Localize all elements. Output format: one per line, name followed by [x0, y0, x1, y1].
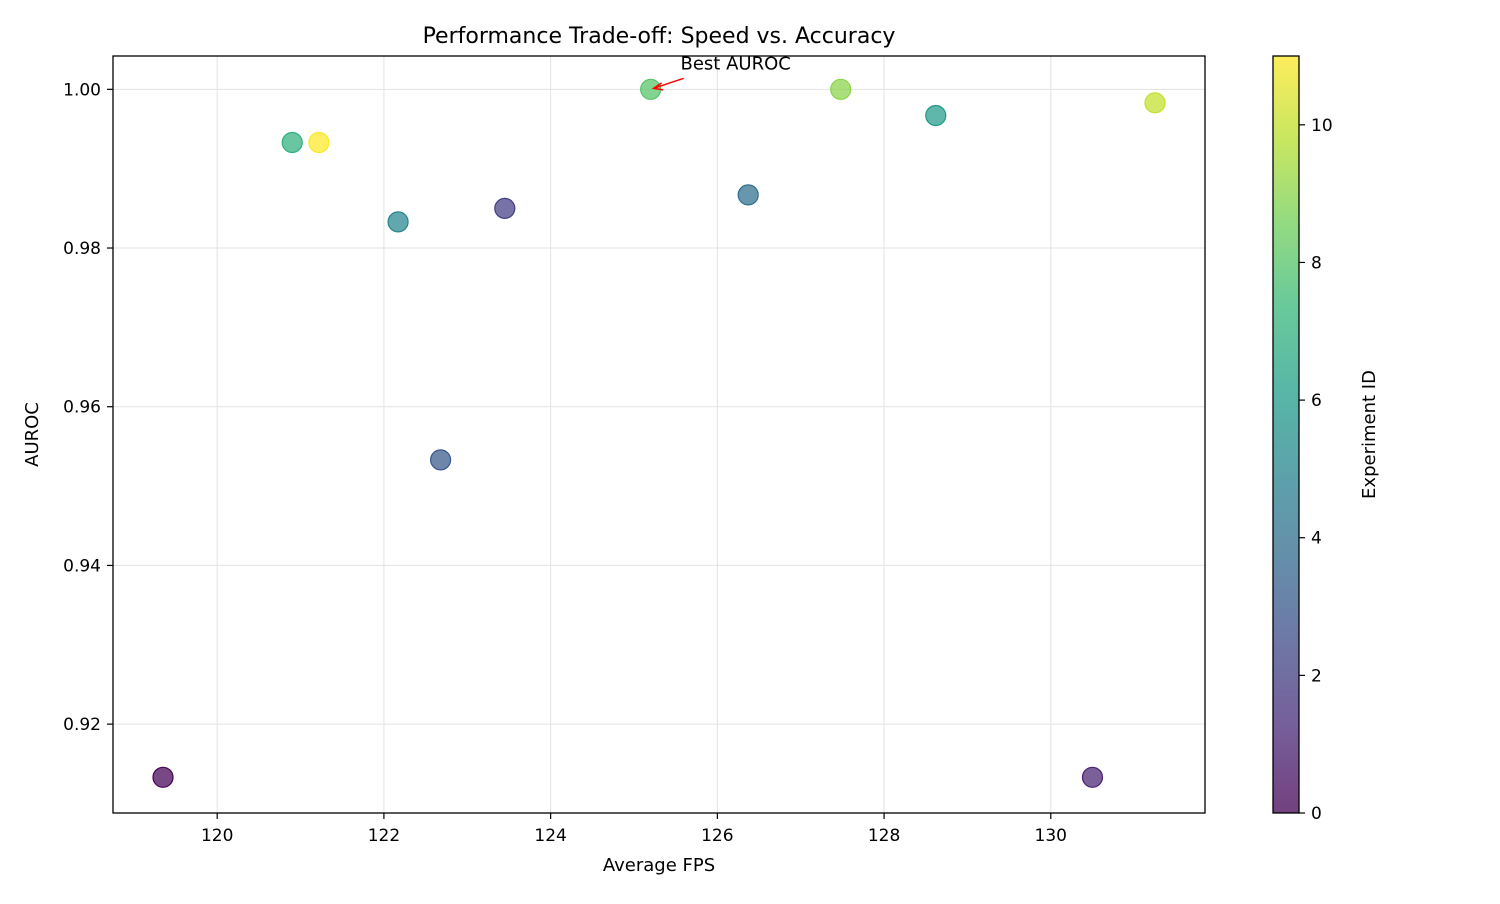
colorbar: 0 2 4 6 8 10 Experiment ID — [1272, 55, 1380, 824]
grid — [113, 56, 1205, 813]
x-axis-ticks: 120 122 124 126 128 130 — [201, 813, 1067, 846]
colorbar-tick-label: 8 — [1311, 253, 1322, 273]
x-tick-label: 128 — [868, 826, 900, 846]
plot-frame — [112, 55, 1206, 814]
x-tick-label: 120 — [201, 826, 233, 846]
y-tick-label: 0.98 — [63, 239, 101, 259]
data-point — [494, 197, 516, 219]
data-point — [308, 131, 330, 154]
chart-title: Performance Trade-off: Speed vs. Accurac… — [423, 24, 896, 49]
colorbar-label: Experiment ID — [1359, 370, 1380, 499]
x-tick-label: 124 — [534, 826, 566, 846]
annotation-arrow-head — [651, 82, 664, 91]
x-tick-label: 126 — [701, 826, 733, 846]
data-point — [737, 184, 759, 206]
data-point — [430, 449, 452, 471]
colorbar-tick-label: 4 — [1311, 529, 1322, 549]
data-point — [1144, 92, 1166, 114]
y-tick-label: 1.00 — [63, 80, 101, 100]
data-points — [152, 78, 1166, 788]
data-point — [281, 131, 303, 154]
colorbar-tick-label: 0 — [1311, 804, 1322, 824]
x-axis-label: Average FPS — [603, 855, 715, 876]
colorbar-tick-label: 2 — [1311, 666, 1322, 686]
data-point — [925, 104, 947, 127]
colorbar-tick-label: 10 — [1311, 116, 1333, 136]
y-axis-label: AUROC — [22, 402, 43, 467]
y-tick-label: 0.94 — [63, 556, 101, 576]
data-point — [1081, 766, 1104, 788]
y-axis-ticks: 0.92 0.94 0.96 0.98 1.00 — [63, 80, 113, 735]
data-point — [830, 78, 852, 100]
annotation-label: Best AUROC — [681, 53, 791, 74]
colorbar-tick-label: 6 — [1311, 391, 1322, 411]
colorbar-gradient — [1272, 55, 1300, 814]
colorbar-ticks: 0 2 4 6 8 10 — [1299, 116, 1333, 824]
annotation-arrow — [653, 77, 684, 90]
x-tick-label: 122 — [368, 826, 400, 846]
annotation: Best AUROC — [651, 53, 791, 91]
data-point — [152, 766, 174, 788]
x-tick-label: 130 — [1035, 826, 1067, 846]
y-tick-label: 0.92 — [63, 715, 101, 735]
y-tick-label: 0.96 — [63, 398, 101, 418]
data-point — [387, 211, 409, 233]
